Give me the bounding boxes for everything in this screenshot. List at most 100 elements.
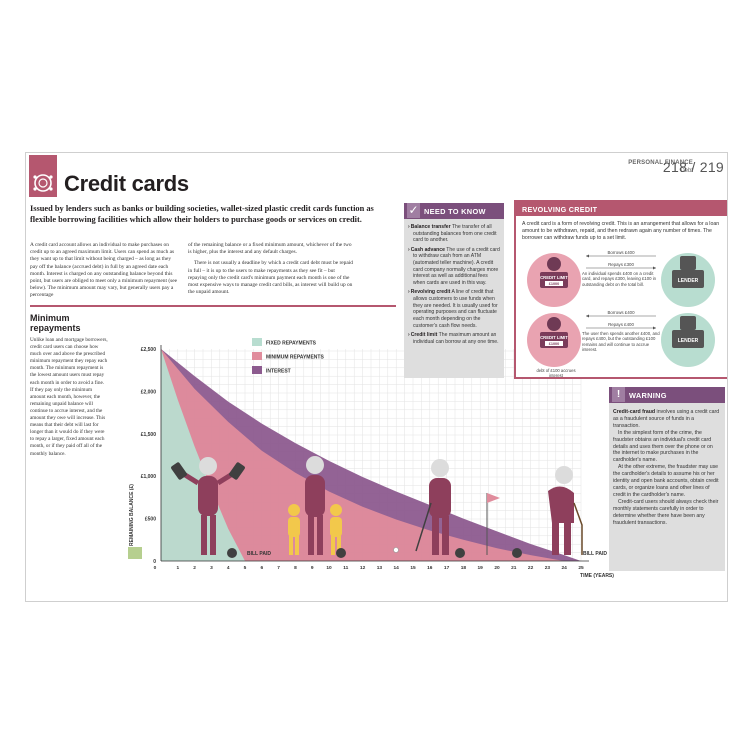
repay-label: Repays £400 <box>608 322 634 327</box>
running-head: PERSONAL FINANCE Debt <box>628 159 693 175</box>
x-tick-label: 1 <box>176 565 179 571</box>
lender-label: LENDER <box>678 338 699 344</box>
list-item: Cash advance The use of a credit card to… <box>408 247 501 287</box>
subsection-label: Debt <box>680 168 693 174</box>
revolving-credit-panel: REVOLVING CREDIT A credit card is a form… <box>514 200 727 379</box>
body-column-left: A credit card account allows an individu… <box>30 242 180 300</box>
list-item: Credit limit The maximum amount an indiv… <box>408 332 501 345</box>
minimum-repayments-heading: Minimum repayments <box>30 313 81 333</box>
golfer-figure <box>393 459 500 558</box>
lender-label: LENDER <box>678 278 699 284</box>
x-tick-label: 17 <box>444 565 450 571</box>
x-tick-label: 22 <box>528 565 534 571</box>
definition: The maximum amount an individual can bor… <box>413 332 499 345</box>
section-label: PERSONAL FINANCE <box>628 160 693 166</box>
page-numbers: 218 / 219 <box>662 159 724 175</box>
x-tick-label: 12 <box>360 565 366 571</box>
y-tick-label: £1,000 <box>141 474 157 480</box>
minimum-repayments-text: Unlike loan and mortgage borrowers, cred… <box>30 337 108 457</box>
x-tick-label: 11 <box>343 565 348 571</box>
x-tick-label: 16 <box>427 565 433 571</box>
term: Cash advance <box>410 246 445 253</box>
revolving-credit-header <box>516 202 727 216</box>
term: Credit-card fraud <box>613 409 656 415</box>
x-tick-label: 24 <box>562 565 568 571</box>
page-spread: Credit cards PERSONAL FINANCE Debt 218 /… <box>25 152 728 602</box>
y-axis-label: REMAINING BALANCE (£) <box>129 484 135 546</box>
x-tick-label: 5 <box>244 565 247 571</box>
x-tick-label: 23 <box>545 565 551 571</box>
definition: The transfer of all outstanding balances… <box>413 224 497 244</box>
credit-limit-value: £1000 <box>549 342 560 346</box>
legend-label: MINIMUM REPAYMENTS <box>266 355 324 361</box>
list-item: Revolving credit A line of credit that a… <box>408 289 501 329</box>
heading-line: Minimum <box>30 313 70 323</box>
chart-areas <box>161 349 581 561</box>
y-tick-label: £2,500 <box>141 347 157 353</box>
y-tick-label: £2,000 <box>141 389 157 395</box>
x-tick-label: 2 <box>193 565 196 571</box>
section-divider <box>30 305 396 307</box>
bill-paid-label: BILL PAID <box>583 551 607 557</box>
borrow-label: Borrows £400 <box>607 310 635 315</box>
warning-paragraph: At the other extreme, the fraudster may … <box>613 464 719 498</box>
warning-paragraph: Credit-card users should always check th… <box>613 498 719 526</box>
revolving-credit-title: REVOLVING CREDIT <box>522 205 598 214</box>
family-figures <box>288 456 346 558</box>
revolving-credit-text: A credit card is a form of revolving cre… <box>522 221 720 241</box>
warning-paragraph: Credit-card fraud involves using a credi… <box>613 409 721 430</box>
chart-illustrations <box>171 456 583 558</box>
credit-limit-label: CREDIT LIMIT <box>540 275 568 280</box>
need-to-know-header <box>404 203 504 219</box>
credit-limit-value: £1000 <box>549 282 560 286</box>
list-item: Balance transfer The transfer of all out… <box>408 224 501 244</box>
row-1: CREDIT LIMIT £1000 LENDER Borrows £400 R… <box>527 250 715 307</box>
x-axis-label: TIME (YEARS) <box>580 573 614 579</box>
chart-legend: FIXED REPAYMENTS MINIMUM REPAYMENTS INTERE… <box>252 338 324 375</box>
x-tick-label: 18 <box>461 565 467 571</box>
body-paragraph: of the remaining balance or a fixed mini… <box>188 242 352 256</box>
need-to-know-title: NEED TO KNOW <box>424 207 486 216</box>
need-to-know-panel: ✓ NEED TO KNOW Balance transfer The tran… <box>404 203 504 378</box>
revolving-credit-diagram: CREDIT LIMIT £1000 LENDER Borrows £400 R… <box>527 250 715 378</box>
x-tick-label: 10 <box>326 565 332 571</box>
x-tick-label: 25 <box>578 565 584 571</box>
intro-paragraph: Issued by lenders such as banks or build… <box>30 204 374 224</box>
legend-label: FIXED REPAYMENTS <box>266 341 317 347</box>
balance-chart: FIXED REPAYMENTS MINIMUM REPAYMENTS INTERE… <box>128 338 614 579</box>
money-icon <box>128 547 142 559</box>
heading-line: repayments <box>30 323 81 333</box>
series-area-fixed-repayments <box>161 349 245 561</box>
y-tick-label: £1,500 <box>141 432 157 438</box>
x-tick-label: 0 <box>154 565 157 571</box>
series-area-minimum-repayments <box>161 349 565 561</box>
term: Revolving credit <box>410 289 451 296</box>
x-tick-label: 6 <box>260 565 263 571</box>
x-tick-label: 14 <box>394 565 400 571</box>
row-note: An individual spends £400 on a credit ca… <box>582 271 657 287</box>
credit-card-coins-icon <box>29 155 57 197</box>
legend-swatch <box>252 352 262 360</box>
row-2: CREDIT LIMIT £1000 LENDER Borrows £400 R… <box>527 310 715 367</box>
x-tick-label: 7 <box>277 565 280 571</box>
x-tick-label: 9 <box>311 565 314 571</box>
x-tick-label: 15 <box>410 565 416 571</box>
row-note: The user then spends another £400, and r… <box>582 331 660 353</box>
term: Balance transfer <box>410 224 451 230</box>
warning-paragraph: In the simplest form of the crime, the f… <box>613 429 713 464</box>
x-tick-label: 13 <box>377 565 383 571</box>
x-tick-label: 19 <box>478 565 484 571</box>
term: Credit limit <box>410 332 438 339</box>
debt-note: debt of £100 accrues interest <box>536 368 576 378</box>
y-tick-label: £500 <box>145 517 156 523</box>
warning-panel: ! WARNING Credit-card fraud involves usi… <box>609 387 725 571</box>
body-column-right: of the remaining balance or a fixed mini… <box>188 242 354 296</box>
legend-label: INTEREST <box>266 369 291 375</box>
x-tick-label: 8 <box>294 565 297 571</box>
x-tick-label: 21 <box>511 565 517 571</box>
warning-title: WARNING <box>629 391 667 400</box>
repay-label: Repays £300 <box>608 262 634 267</box>
borrow-label: Borrows £400 <box>607 250 635 255</box>
definition: The use of a credit card to withdraw cas… <box>413 246 500 287</box>
